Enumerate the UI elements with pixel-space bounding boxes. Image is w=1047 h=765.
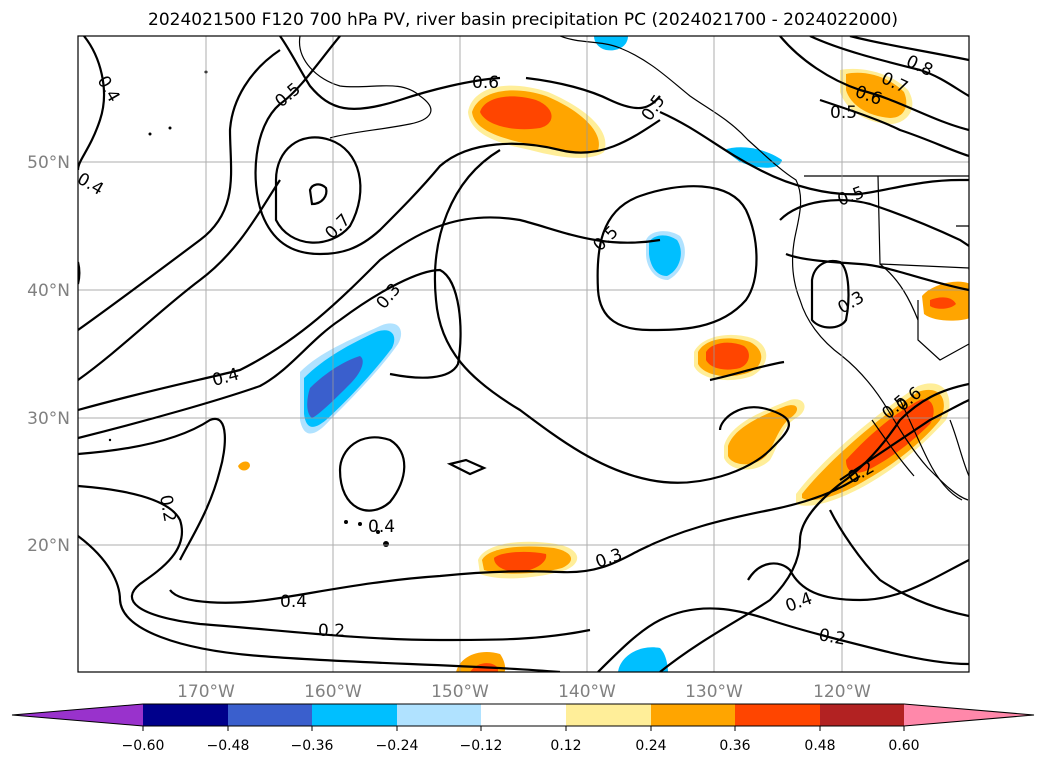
lat-tick-label: 50°N <box>27 153 70 173</box>
colorbar-segment <box>12 704 143 726</box>
contour-label: 0.2 <box>155 493 179 523</box>
contour-label: 0.4 <box>368 517 395 537</box>
colorbar-segment <box>904 704 1034 726</box>
contour-label: 0.5 <box>830 103 857 123</box>
figure-title: 2024021500 F120 700 hPa PV, river basin … <box>148 10 898 30</box>
colorbar-tick-label: −0.36 <box>291 738 334 754</box>
lon-tick-label: 170°W <box>177 682 235 702</box>
colorbar-segment <box>735 704 820 726</box>
colorbar-segment <box>228 704 312 726</box>
longitude-axis: 170°W 160°W 150°W 140°W 130°W 120°W <box>177 682 871 702</box>
colorbar-segment <box>312 704 397 726</box>
colorbar-tick-label: −0.60 <box>122 738 165 754</box>
colorbar-tick-label: 0.12 <box>550 738 581 754</box>
contour-label: 0.2 <box>817 625 847 649</box>
colorbar-tick-label: 0.36 <box>719 738 750 754</box>
colorbar-segment <box>566 704 651 726</box>
lon-tick-label: 140°W <box>558 682 616 702</box>
lat-tick-label: 40°N <box>27 281 70 301</box>
lat-tick-label: 30°N <box>27 409 70 429</box>
colorbar-segment <box>820 704 904 726</box>
colorbar: −0.60 −0.48 −0.36 −0.24 −0.12 0.12 0.24 … <box>11 703 1035 754</box>
pv-contours <box>78 36 969 672</box>
colorbar-tick-label: −0.48 <box>207 738 250 754</box>
lon-tick-label: 150°W <box>431 682 489 702</box>
colorbar-tick-label: 0.48 <box>804 738 835 754</box>
latitude-axis: 50°N 40°N 30°N 20°N <box>27 153 70 556</box>
lon-tick-label: 130°W <box>685 682 743 702</box>
colorbar-segment <box>651 704 735 726</box>
colorbar-segment <box>143 704 228 726</box>
map-frame <box>77 35 970 673</box>
lon-tick-label: 120°W <box>813 682 871 702</box>
contour-label: 0.6 <box>472 73 499 93</box>
contour-label: 0.4 <box>280 592 307 612</box>
colorbar-tick-label: 0.60 <box>888 738 919 754</box>
colorbar-segment <box>397 704 481 726</box>
colorbar-tick-label: −0.24 <box>376 738 419 754</box>
lat-tick-label: 20°N <box>27 536 70 556</box>
colorbar-tick-label: −0.12 <box>460 738 503 754</box>
map-panel: 0.4 0.5 0.4 0.6 0.5 0.7 0.6 0.8 0.5 0.7 … <box>78 36 969 672</box>
contour-label: 0.2 <box>318 621 345 641</box>
colorbar-tick-label: 0.24 <box>635 738 666 754</box>
lon-tick-label: 160°W <box>304 682 362 702</box>
colorbar-ticks <box>142 726 905 731</box>
colorbar-segment <box>481 704 566 726</box>
